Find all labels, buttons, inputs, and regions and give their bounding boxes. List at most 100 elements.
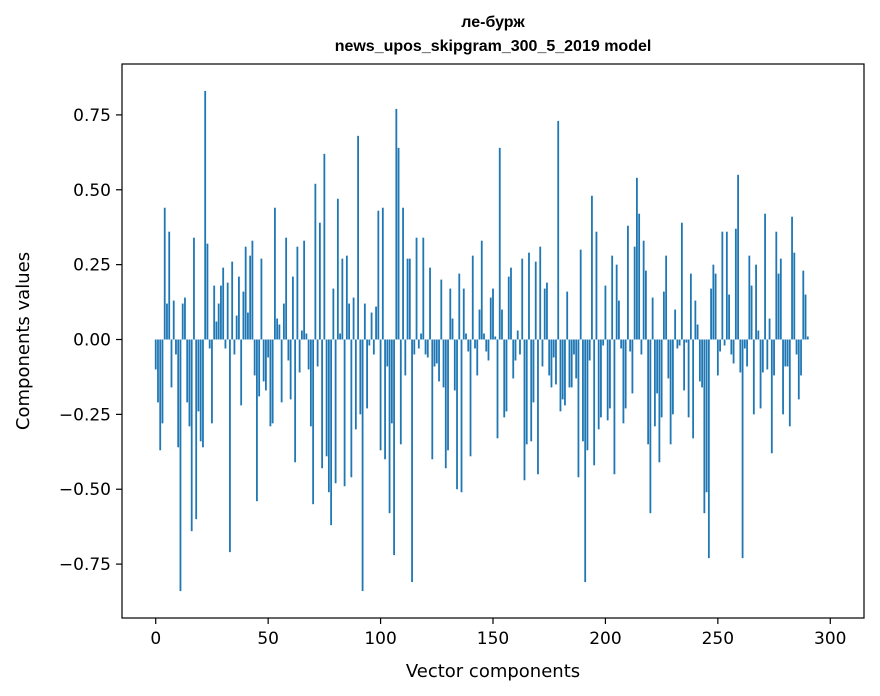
bar [444, 339, 447, 469]
chart-subtitle: news_upos_skipgram_300_5_2019 model [335, 38, 652, 55]
bar [489, 297, 492, 340]
bar [271, 339, 274, 424]
bar [386, 339, 389, 367]
bar [442, 339, 445, 388]
bar [361, 339, 364, 592]
bar [550, 339, 553, 388]
bar [732, 339, 735, 364]
bar [307, 339, 310, 370]
bar [449, 288, 452, 340]
plot-frame [121, 63, 865, 619]
bar [413, 339, 416, 355]
y-tick-label: −0.25 [59, 405, 111, 425]
bar [458, 273, 461, 340]
bar [575, 339, 578, 379]
bar [240, 339, 243, 406]
bar [175, 339, 177, 355]
bar [327, 339, 330, 493]
bar [532, 339, 535, 403]
bar [712, 264, 715, 340]
bar [804, 294, 807, 340]
bar [226, 282, 229, 340]
bar [588, 339, 591, 361]
bar [786, 339, 789, 367]
bar [521, 258, 524, 340]
bar [372, 339, 375, 355]
bar [229, 339, 231, 553]
bar [660, 339, 663, 418]
bar [294, 339, 297, 463]
bar [788, 339, 791, 427]
bar [766, 339, 769, 370]
bar [330, 339, 333, 526]
bar [469, 339, 472, 457]
bar [503, 339, 506, 418]
bar [478, 309, 481, 340]
bar [341, 258, 344, 340]
bar [743, 339, 746, 349]
bar [343, 339, 346, 487]
bar [595, 231, 598, 340]
bar [462, 288, 465, 340]
bar [186, 339, 189, 403]
bar [782, 339, 784, 415]
bar [181, 303, 184, 340]
bar [300, 330, 303, 340]
bar [730, 339, 733, 355]
bar [220, 285, 222, 340]
bar [345, 255, 348, 340]
y-tick-label: −0.75 [59, 555, 111, 575]
bar [465, 333, 467, 340]
bar [759, 339, 762, 409]
bar [528, 252, 530, 340]
bar [552, 339, 555, 358]
bar [698, 339, 701, 382]
bar [238, 276, 240, 340]
bar [505, 339, 508, 412]
bar [773, 339, 775, 376]
bar [611, 255, 614, 340]
bar [779, 258, 782, 340]
bar [253, 339, 256, 376]
bar [251, 240, 254, 340]
bar [267, 339, 270, 358]
bar [460, 339, 463, 493]
bar [570, 339, 573, 388]
x-tick-label: 250 [702, 629, 734, 649]
bar [557, 120, 560, 340]
bar [166, 303, 168, 340]
bar [256, 339, 258, 502]
bar [737, 174, 739, 340]
bar [217, 303, 220, 340]
bar [278, 324, 281, 340]
bar [797, 339, 800, 400]
bar [609, 339, 611, 409]
bar [707, 339, 710, 559]
bar [426, 339, 429, 358]
bar [498, 147, 501, 340]
bar [696, 324, 699, 340]
bar [618, 300, 620, 340]
bar [422, 237, 425, 340]
bar [802, 270, 805, 340]
bar [748, 255, 751, 340]
bar [636, 177, 638, 340]
bar [494, 336, 497, 340]
x-tick-label: 0 [150, 629, 161, 649]
bar [746, 339, 748, 367]
bar [615, 264, 618, 340]
bar [163, 207, 166, 340]
bar [280, 339, 283, 403]
bar [564, 339, 566, 406]
bar [289, 339, 292, 400]
bar [249, 255, 252, 340]
bar [597, 339, 600, 430]
bar [296, 246, 299, 340]
bar [411, 339, 413, 583]
bar [640, 339, 643, 355]
bar [764, 213, 766, 340]
bar [631, 339, 634, 394]
bar [433, 339, 436, 367]
bar [665, 255, 668, 340]
